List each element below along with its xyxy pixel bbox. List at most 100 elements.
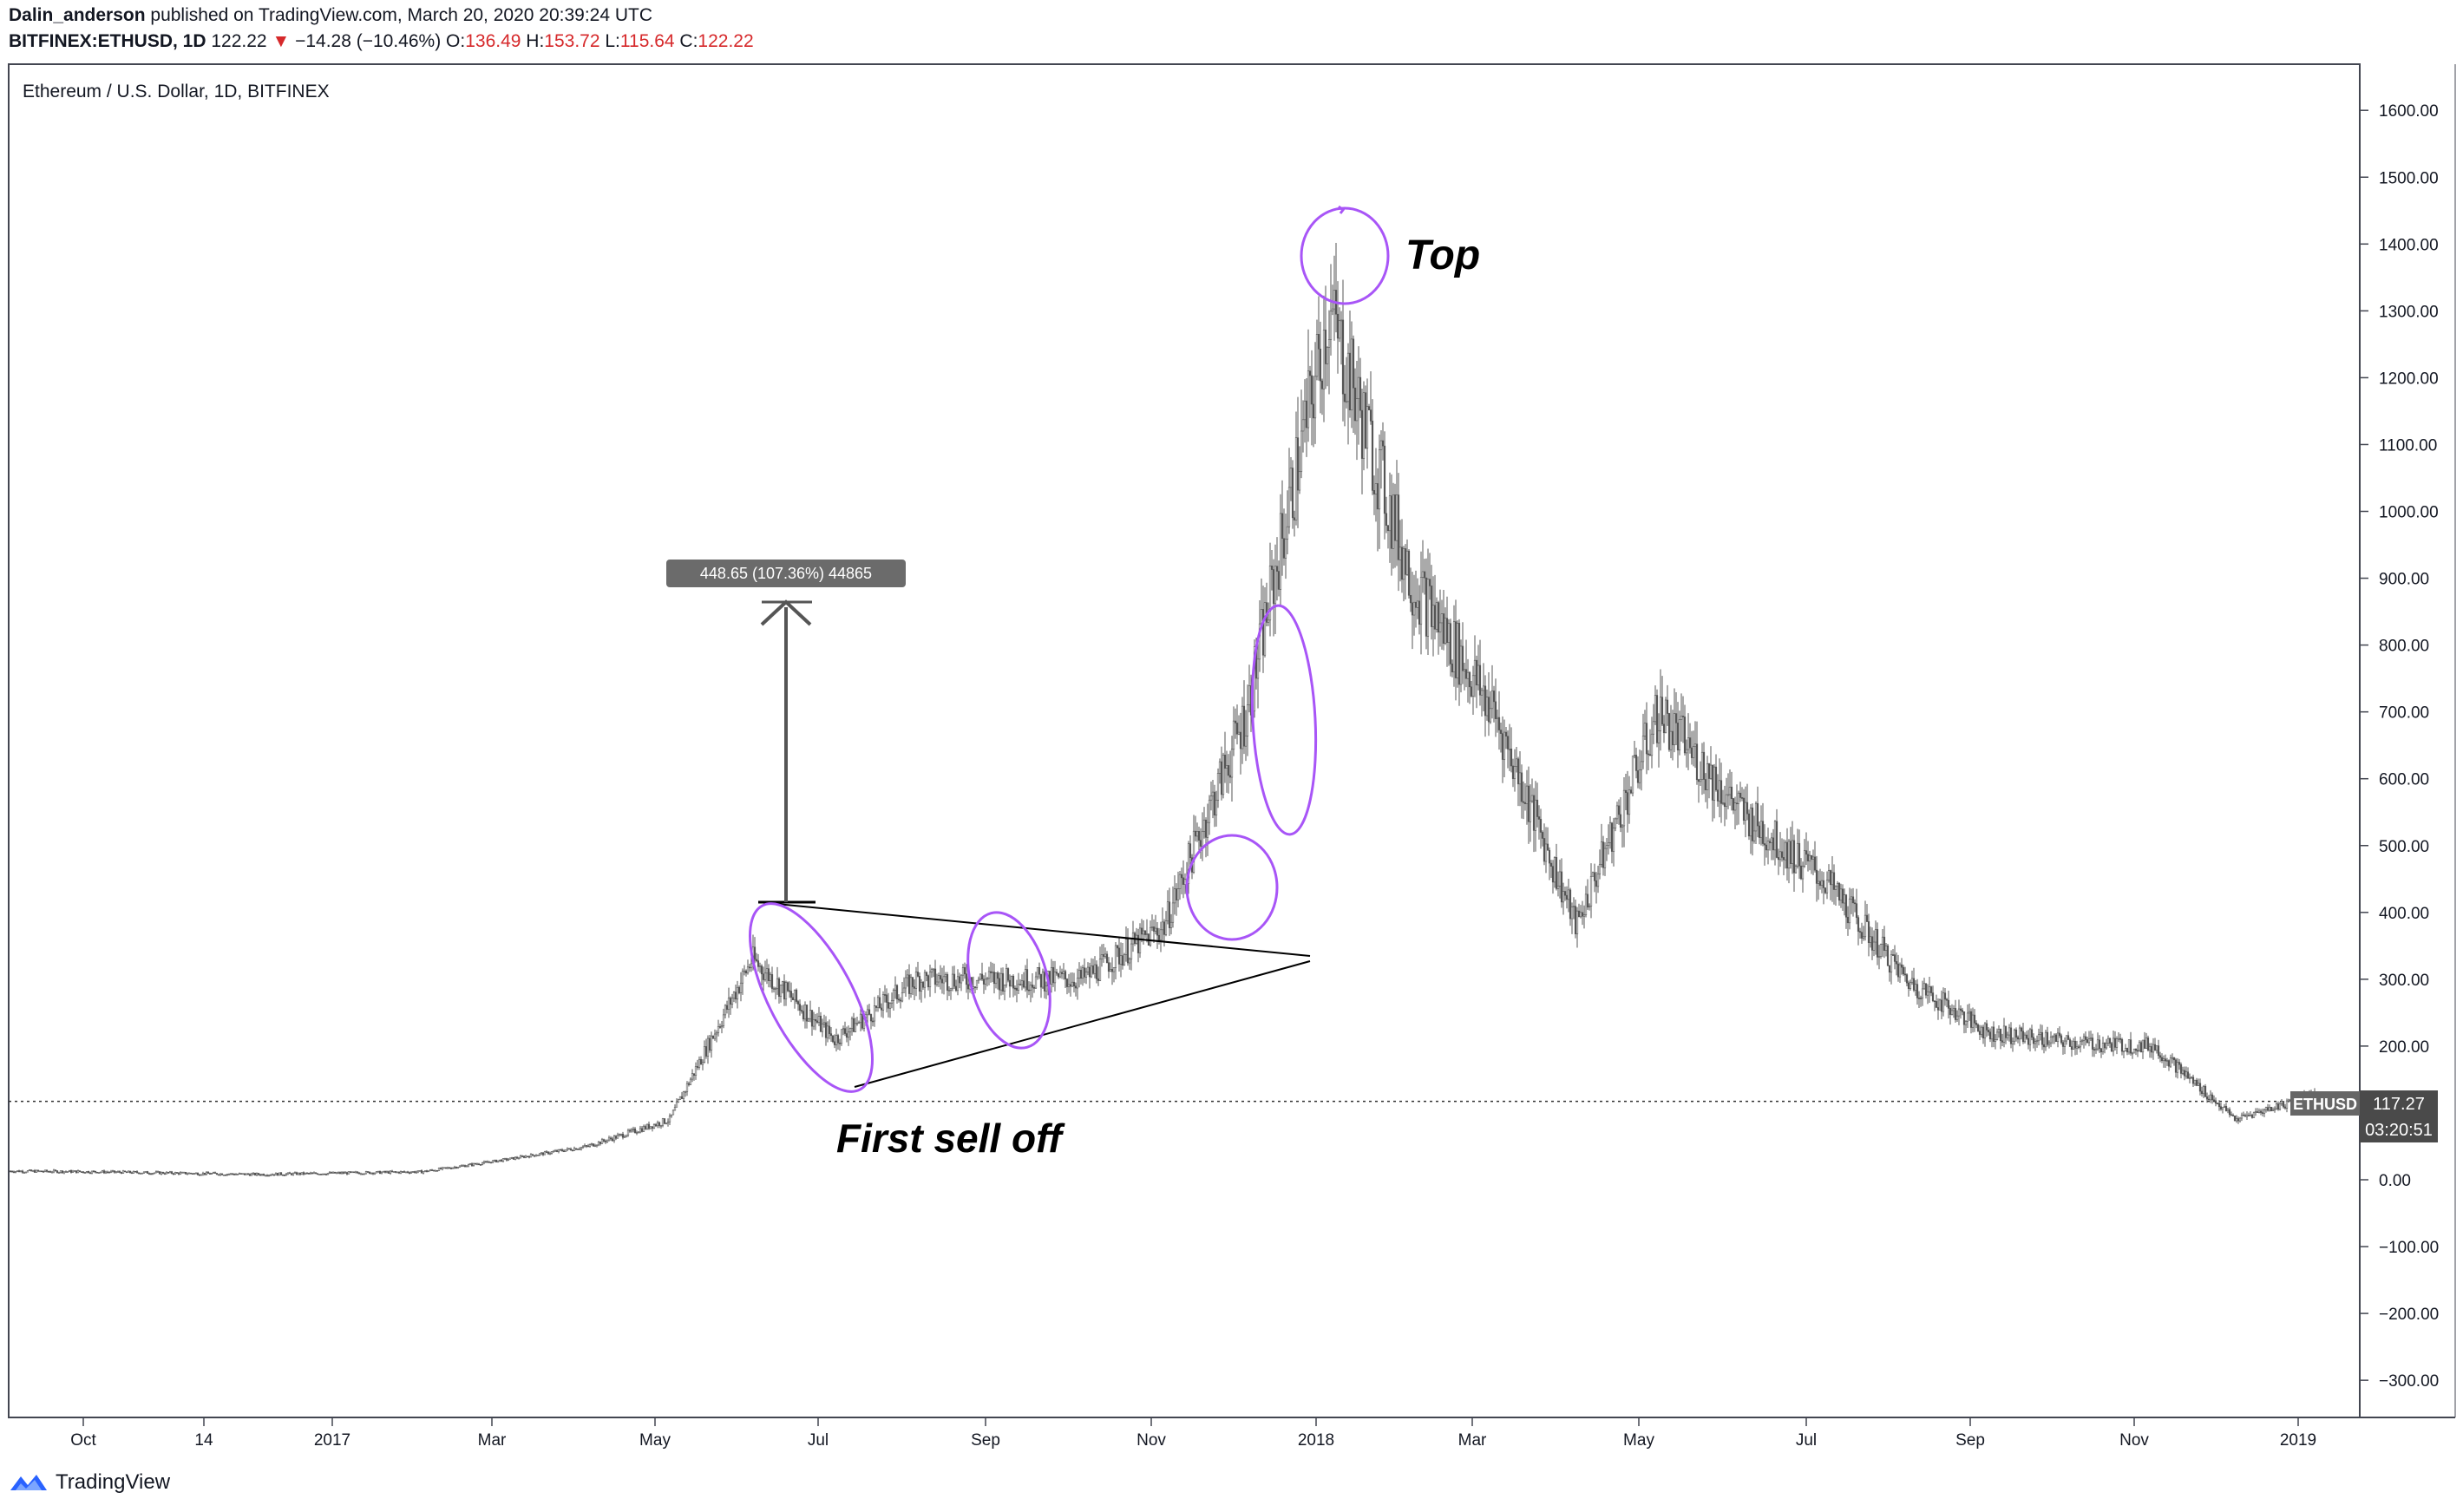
candle-body xyxy=(363,1173,366,1175)
candle-body xyxy=(824,1022,828,1038)
candle-body xyxy=(220,1173,224,1175)
candle-body xyxy=(1449,623,1452,664)
candle-body xyxy=(2240,1114,2244,1119)
candle-body xyxy=(73,1170,76,1172)
candle-body xyxy=(1891,954,1895,956)
candle-body xyxy=(56,1170,59,1174)
circle-dec-rally[interactable] xyxy=(1247,604,1321,836)
candle-body xyxy=(1811,856,1815,860)
candle-body xyxy=(1544,843,1548,862)
candle-body xyxy=(1718,780,1721,802)
candle-body xyxy=(2032,1037,2035,1044)
circle-sep-pullback[interactable] xyxy=(954,903,1064,1057)
candle-body xyxy=(1921,988,1924,998)
candle-body xyxy=(120,1172,123,1174)
candle-body xyxy=(821,1024,824,1032)
candle-body xyxy=(1551,866,1555,883)
candle-body xyxy=(947,990,951,992)
candle-body xyxy=(1700,751,1704,780)
candle-body xyxy=(21,1170,24,1173)
candle-body xyxy=(1308,370,1312,376)
candle-body xyxy=(789,991,793,998)
candle-body xyxy=(1798,842,1801,867)
candle-body xyxy=(342,1172,345,1174)
candle-body xyxy=(1267,619,1270,623)
candle-body xyxy=(585,1145,588,1147)
candle-body xyxy=(1235,723,1239,735)
annotation-first-sell-off[interactable]: First sell off xyxy=(836,1116,1066,1161)
publisher-name[interactable]: Dalin_anderson xyxy=(9,5,146,25)
triangle-lower-line[interactable] xyxy=(854,960,1311,1088)
candle-body xyxy=(29,1169,33,1172)
candle-body xyxy=(1012,975,1015,989)
candle-body xyxy=(1777,857,1780,861)
annotation-top[interactable]: Top xyxy=(1405,232,1480,278)
candle-body xyxy=(12,1171,16,1174)
tradingview-logo-icon[interactable] xyxy=(9,1471,49,1494)
candle-body xyxy=(1848,898,1851,924)
circle-dec-consolidation[interactable] xyxy=(1185,834,1279,941)
candle-body xyxy=(1150,926,1154,928)
candle-body xyxy=(1244,736,1248,747)
candle-body xyxy=(1516,758,1520,785)
candle-body xyxy=(1636,770,1640,783)
x-tick-label: May xyxy=(1623,1431,1654,1450)
candle-body xyxy=(1145,933,1149,935)
candle-body xyxy=(1688,737,1692,749)
candle-body xyxy=(1381,440,1385,447)
candle-body xyxy=(1589,875,1593,907)
candle-body xyxy=(720,1025,724,1028)
candle-body xyxy=(1713,766,1716,801)
candle-body xyxy=(50,1171,54,1174)
tradingview-brand[interactable]: TradingView xyxy=(56,1470,171,1494)
candle-body xyxy=(293,1172,297,1174)
candle-body xyxy=(1954,1008,1957,1020)
candle-body xyxy=(1515,758,1518,767)
candle-body xyxy=(1940,999,1943,1012)
candle-body xyxy=(1124,939,1128,955)
candle-body xyxy=(203,1172,206,1175)
x-tick-label: Mar xyxy=(1458,1431,1487,1450)
candle-body xyxy=(1732,798,1735,811)
close-value: 122.22 xyxy=(698,31,754,51)
symbol-name: BITFINEX:ETHUSD, 1D xyxy=(9,31,206,51)
candle-body xyxy=(24,1171,28,1174)
candle-body xyxy=(1272,569,1275,605)
circle-first-sell-off[interactable] xyxy=(725,887,896,1109)
candle-body xyxy=(1558,871,1562,887)
candle-body xyxy=(177,1172,180,1175)
candle-body xyxy=(1987,1030,1990,1033)
candle-body xyxy=(1622,789,1626,827)
candle-body xyxy=(1201,831,1204,847)
candle-body xyxy=(233,1174,236,1175)
circle-top[interactable] xyxy=(1300,206,1390,305)
candle-body xyxy=(1220,761,1223,795)
candle-body xyxy=(1399,547,1402,560)
candle-body xyxy=(1537,816,1541,820)
candle-body xyxy=(534,1155,538,1157)
candle-body xyxy=(123,1170,127,1173)
candle-body xyxy=(1602,841,1605,868)
candle-body xyxy=(739,982,743,993)
measure-tool[interactable]: 448.65 (107.36%) 44865 xyxy=(666,560,906,902)
triangle-upper-line[interactable] xyxy=(758,901,1311,957)
candle-body xyxy=(583,1145,586,1148)
candle-body xyxy=(392,1171,396,1173)
candle-body xyxy=(625,1135,628,1137)
candle-body xyxy=(1737,792,1740,804)
candle-body xyxy=(352,1171,356,1174)
candle-body xyxy=(895,985,899,1000)
candle-body xyxy=(465,1165,468,1168)
candle-body xyxy=(1520,772,1523,802)
candle-body xyxy=(1831,872,1834,886)
candle-body xyxy=(345,1172,349,1175)
candle-body xyxy=(2131,1052,2134,1055)
candle-body xyxy=(364,1171,368,1175)
candle-body xyxy=(1973,1014,1976,1024)
candle-body xyxy=(2046,1031,2049,1045)
candle-body xyxy=(1256,658,1260,679)
candle-body xyxy=(1961,1010,1964,1012)
candle-body xyxy=(597,1142,600,1146)
candle-body xyxy=(1211,791,1215,796)
